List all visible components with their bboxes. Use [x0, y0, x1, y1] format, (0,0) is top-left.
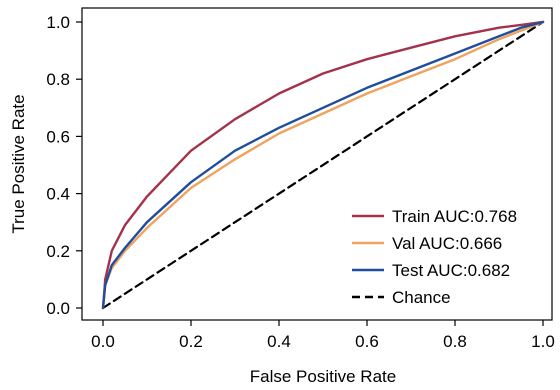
x-axis: 0.0 0.2 0.4 0.6 0.8 1.0	[91, 320, 555, 351]
legend-label: Val AUC:0.666	[392, 234, 502, 253]
series-line-chance	[101, 20, 545, 310]
y-tick-label: 0.0	[46, 299, 70, 318]
legend: Train AUC:0.768 Val AUC:0.666 Test AUC:0.6…	[352, 207, 517, 307]
plot-area-frame	[81, 7, 553, 321]
y-tick-label: 0.2	[46, 242, 70, 261]
y-axis: 0.0 0.2 0.4 0.6 0.8 1.0	[46, 13, 82, 318]
y-axis-title: True Positive Rate	[9, 94, 28, 233]
legend-label: Test AUC:0.682	[392, 261, 510, 280]
x-tick-label: 0.2	[179, 332, 203, 351]
y-tick-label: 0.8	[46, 70, 70, 89]
x-axis-title: False Positive Rate	[250, 367, 396, 386]
y-tick-label: 0.4	[46, 185, 70, 204]
x-tick-label: 0.8	[443, 332, 467, 351]
x-tick-label: 0.4	[267, 332, 291, 351]
series-line-test	[101, 20, 545, 310]
x-tick-label: 1.0	[531, 332, 555, 351]
series-line-train	[101, 20, 545, 310]
legend-label: Train AUC:0.768	[392, 207, 517, 226]
legend-label: Chance	[392, 288, 451, 307]
x-tick-label: 0.6	[355, 332, 379, 351]
series-group	[101, 20, 545, 310]
y-tick-label: 1.0	[46, 13, 70, 32]
x-tick-label: 0.0	[91, 332, 115, 351]
series-line-val	[101, 20, 545, 310]
y-tick-label: 0.6	[46, 127, 70, 146]
